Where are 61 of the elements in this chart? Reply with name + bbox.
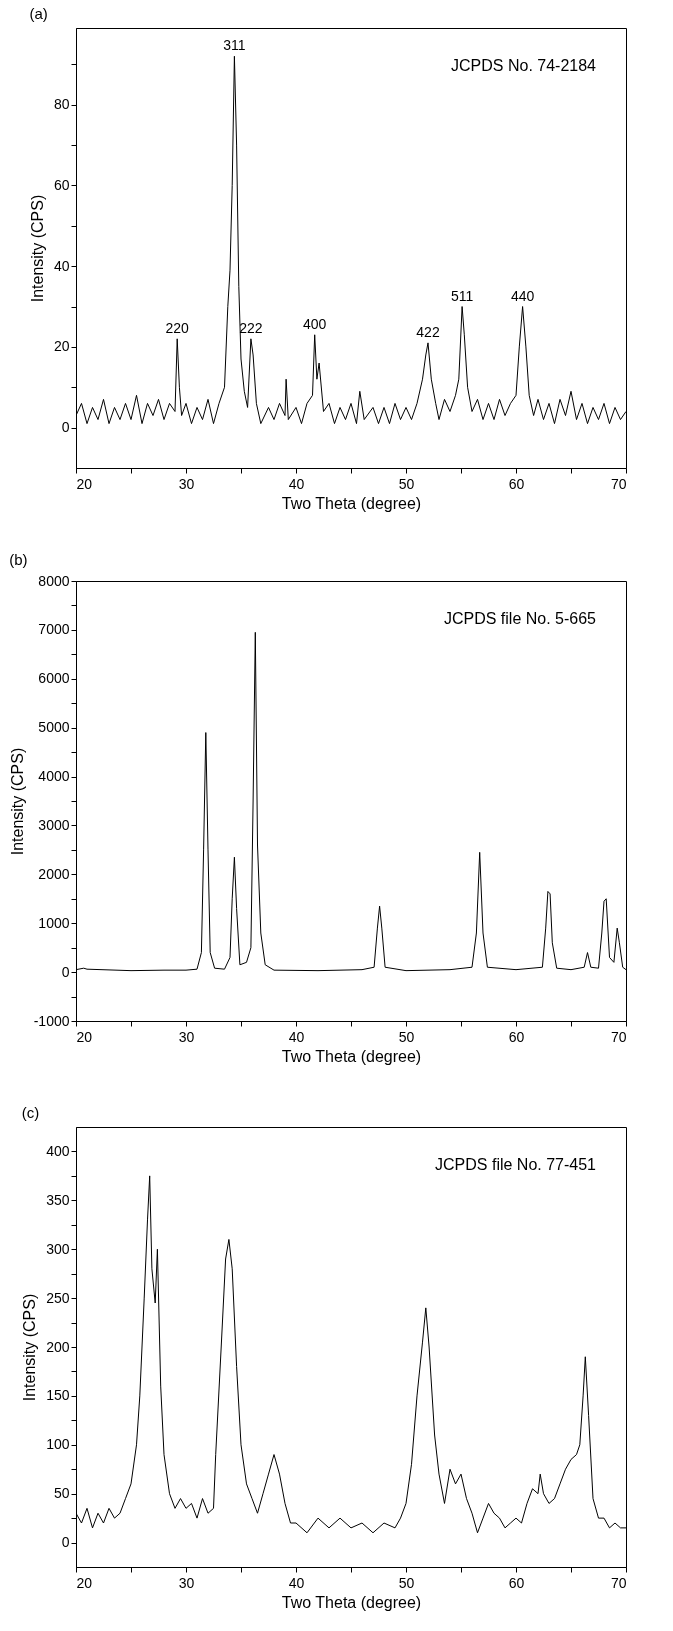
y-tick-label: 0 bbox=[61, 419, 70, 436]
y-tick-label: -1000 bbox=[33, 1012, 70, 1029]
x-tick-label: 60 bbox=[508, 1574, 525, 1591]
y-tick-label: 1000 bbox=[38, 914, 70, 931]
y-tick-label: 60 bbox=[53, 176, 70, 193]
y-axis-title: Intensity (CPS) bbox=[28, 194, 46, 303]
x-tick-label: 30 bbox=[178, 1574, 195, 1591]
y-tick-label: 300 bbox=[46, 1240, 70, 1257]
annotation: JCPDS file No. 77-451 bbox=[435, 1156, 597, 1173]
y-tick-label: 3000 bbox=[38, 816, 70, 833]
x-tick-label: 70 bbox=[610, 1574, 627, 1591]
x-axis-title: Two Theta (degree) bbox=[281, 1047, 422, 1065]
x-tick-label: 30 bbox=[178, 1028, 195, 1045]
y-tick-label: 0 bbox=[61, 963, 70, 980]
y-tick-label: 50 bbox=[53, 1485, 70, 1502]
y-tick-label: 80 bbox=[53, 96, 70, 113]
annotation: 400 bbox=[303, 315, 327, 332]
y-tick-label: 350 bbox=[46, 1191, 70, 1208]
annotation: 311 bbox=[223, 37, 246, 54]
y-tick-label: 5000 bbox=[38, 719, 70, 736]
x-tick-label: 20 bbox=[76, 1574, 93, 1591]
y-tick-label: 400 bbox=[46, 1142, 70, 1159]
x-tick-label: 30 bbox=[178, 475, 195, 492]
y-tick-label: 2000 bbox=[38, 865, 70, 882]
y-tick-label: 40 bbox=[53, 257, 70, 274]
x-axis-title: Two Theta (degree) bbox=[281, 494, 422, 512]
y-tick-label: 250 bbox=[46, 1289, 70, 1306]
y-tick-label: 7000 bbox=[38, 621, 70, 638]
annotation: JCPDS No. 74-2184 bbox=[451, 57, 597, 74]
y-tick-label: 8000 bbox=[38, 572, 70, 589]
y-tick-label: 200 bbox=[46, 1338, 70, 1355]
y-tick-label: 20 bbox=[53, 338, 70, 355]
annotation: 422 bbox=[416, 323, 440, 340]
x-tick-label: 20 bbox=[76, 1028, 93, 1045]
x-tick-label: 50 bbox=[398, 475, 415, 492]
x-tick-label: 50 bbox=[398, 1028, 415, 1045]
x-tick-label: 40 bbox=[288, 1028, 305, 1045]
annotation: 511 bbox=[450, 287, 474, 304]
y-tick-label: 6000 bbox=[38, 670, 70, 687]
x-tick-label: 20 bbox=[76, 475, 93, 492]
annotation: JCPDS file No. 5-665 bbox=[443, 610, 597, 627]
y-tick-label: 4000 bbox=[38, 768, 70, 785]
y-tick-label: 100 bbox=[46, 1436, 70, 1453]
x-tick-label: 60 bbox=[508, 1028, 525, 1045]
annotation: 220 bbox=[165, 319, 190, 336]
x-tick-label: 60 bbox=[508, 475, 525, 492]
x-tick-label: 40 bbox=[288, 475, 305, 492]
chart-title: (c) bbox=[21, 1104, 40, 1121]
chart-title: (b) bbox=[9, 551, 28, 568]
annotation: 440 bbox=[510, 287, 535, 304]
x-tick-label: 70 bbox=[610, 475, 627, 492]
chart-title: (a) bbox=[29, 5, 48, 22]
x-axis-title: Two Theta (degree) bbox=[281, 1593, 422, 1611]
x-tick-label: 70 bbox=[610, 1028, 627, 1045]
annotation: 222 bbox=[239, 319, 263, 336]
x-tick-label: 40 bbox=[288, 1574, 305, 1591]
y-tick-label: 0 bbox=[61, 1534, 70, 1551]
x-tick-label: 50 bbox=[398, 1574, 415, 1591]
y-axis-title: Intensity (CPS) bbox=[21, 1293, 39, 1402]
y-tick-label: 150 bbox=[46, 1387, 70, 1404]
y-axis-title: Intensity (CPS) bbox=[8, 747, 26, 856]
